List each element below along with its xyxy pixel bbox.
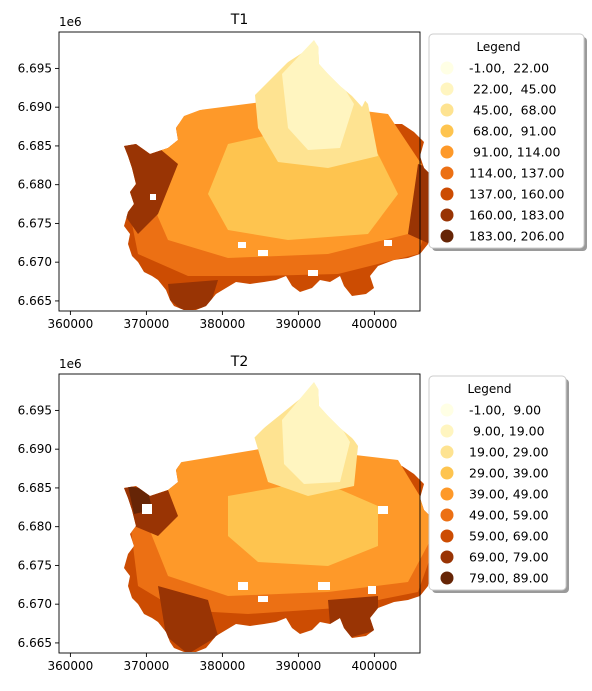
x-tick-label: 380000	[199, 659, 245, 673]
y-tick-label: 6.695	[18, 61, 52, 75]
legend-entry-label: 183.00, 206.00	[469, 229, 564, 244]
x-tick-label: 390000	[275, 659, 321, 673]
legend-entry-label: 9.00, 19.00	[469, 424, 545, 439]
map-zone	[168, 280, 218, 310]
y-tick-label: 6.680	[18, 520, 52, 534]
water-gap	[258, 596, 268, 602]
legend-marker	[440, 571, 454, 585]
x-tick-label: 400000	[351, 317, 397, 331]
y-tick-label: 6.685	[18, 481, 52, 495]
legend-title: Legend	[467, 382, 511, 396]
legend-marker	[440, 82, 454, 96]
y-offset-label: 1e6	[59, 15, 82, 29]
x-tick-label: 390000	[275, 317, 321, 331]
legend-entry-label: 59.00, 69.00	[469, 529, 549, 544]
legend-title: Legend	[476, 40, 520, 54]
legend-marker	[440, 445, 454, 459]
map-zone	[282, 40, 354, 150]
water-gap	[238, 242, 246, 248]
y-tick-label: 6.690	[18, 442, 52, 456]
water-gap	[238, 582, 248, 590]
legend-marker	[440, 208, 454, 222]
map-zone	[228, 480, 378, 566]
y-tick-label: 6.670	[18, 255, 52, 269]
legend-marker	[440, 145, 454, 159]
water-gap	[318, 582, 330, 590]
legend-marker	[440, 487, 454, 501]
legend: Legend -1.00, 9.00 9.00, 19.00 19.00, 29.0…	[428, 375, 569, 593]
legend-marker	[440, 529, 454, 543]
choropleth-map	[124, 40, 452, 310]
y-tick-label: 6.665	[18, 636, 52, 650]
legend-entry-label: 19.00, 29.00	[469, 445, 549, 460]
legend-marker	[440, 103, 454, 117]
legend-entry-label: -1.00, 22.00	[469, 61, 549, 76]
map-zone	[124, 144, 178, 234]
x-tick-label: 370000	[123, 317, 169, 331]
y-tick-label: 6.670	[18, 597, 52, 611]
water-gap	[258, 250, 268, 256]
y-tick-label: 6.665	[18, 294, 52, 308]
panel-title: T2	[230, 354, 248, 370]
legend-marker	[440, 166, 454, 180]
water-gap	[378, 506, 388, 514]
legend-marker	[440, 187, 454, 201]
legend-entry-label: -1.00, 9.00	[469, 403, 541, 418]
axes-frame	[58, 373, 421, 654]
legend-entry-label: 22.00, 45.00	[469, 82, 557, 97]
legend-entry-label: 137.00, 160.00	[469, 187, 564, 202]
legend-entry-label: 29.00, 39.00	[469, 466, 549, 481]
legend-marker	[440, 124, 454, 138]
water-gap	[150, 194, 156, 200]
legend-marker	[440, 424, 454, 438]
legend-entry-label: 68.00, 91.00	[469, 124, 557, 139]
legend-entry-label: 39.00, 49.00	[469, 487, 549, 502]
x-tick-label: 360000	[47, 659, 93, 673]
legend-entry-label: 49.00, 59.00	[469, 508, 549, 523]
x-tick-label: 360000	[47, 317, 93, 331]
panel-2: T2 360000 370000 380000 390000 400000 6.665 6.6…	[18, 354, 569, 673]
legend-marker	[440, 508, 454, 522]
legend-entry-label: 160.00, 183.00	[469, 208, 564, 223]
x-tick-label: 400000	[351, 659, 397, 673]
legend-marker	[440, 466, 454, 480]
x-tick-label: 370000	[123, 659, 169, 673]
water-gap	[308, 270, 318, 276]
legend-marker	[440, 61, 454, 75]
panel-1: T1 360000 370000 380000 390000 400000 6.665 6.6…	[18, 12, 587, 331]
y-tick-label: 6.675	[18, 558, 52, 572]
legend-box	[428, 33, 585, 249]
map-zone	[158, 586, 218, 652]
y-tick-label: 6.680	[18, 178, 52, 192]
legend: Legend -1.00, 22.00 22.00, 45.00 45.00, 6…	[428, 33, 587, 251]
legend-entry-label: 45.00, 68.00	[469, 103, 557, 118]
y-tick-label: 6.690	[18, 100, 52, 114]
y-offset-label: 1e6	[59, 357, 82, 371]
y-tick-label: 6.685	[18, 139, 52, 153]
legend-entry-label: 91.00, 114.00	[469, 145, 560, 160]
x-tick-label: 380000	[199, 317, 245, 331]
choropleth-map	[124, 382, 452, 652]
y-tick-label: 6.675	[18, 216, 52, 230]
water-gap	[384, 240, 392, 246]
water-gap	[142, 504, 152, 514]
legend-entry-label: 79.00, 89.00	[469, 571, 549, 586]
legend-box	[428, 375, 567, 591]
map-zone	[282, 382, 350, 484]
legend-marker	[440, 403, 454, 417]
panel-title: T1	[230, 12, 248, 28]
water-gap	[368, 586, 376, 594]
legend-marker	[440, 229, 454, 243]
axes-frame	[58, 31, 421, 312]
legend-entry-label: 69.00, 79.00	[469, 550, 549, 565]
legend-entry-label: 114.00, 137.00	[469, 166, 564, 181]
y-tick-label: 6.695	[18, 403, 52, 417]
map-zone	[328, 596, 378, 638]
legend-marker	[440, 550, 454, 564]
